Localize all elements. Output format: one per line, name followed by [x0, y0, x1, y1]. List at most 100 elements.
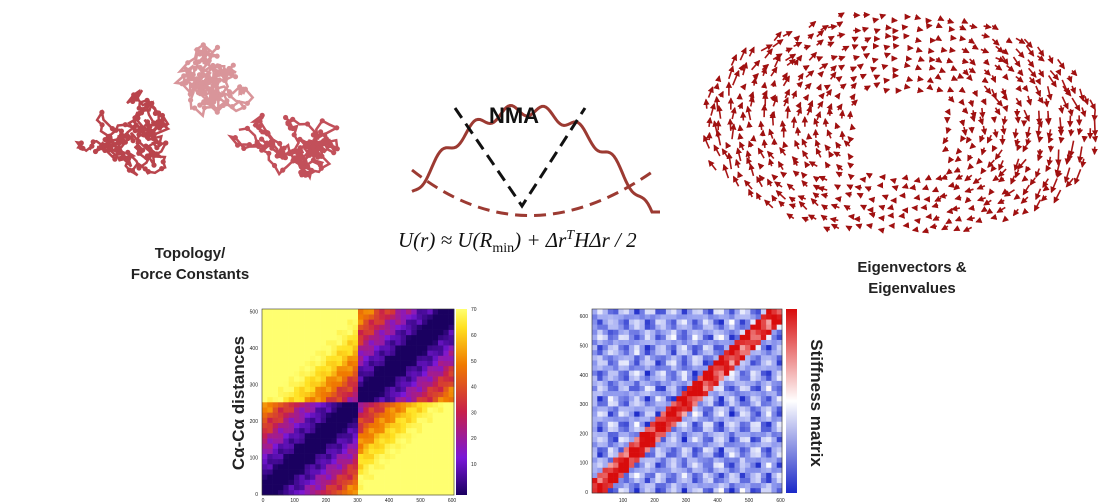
heat-cell [267, 454, 273, 459]
heat-cell [592, 478, 598, 483]
heat-cell [417, 387, 423, 392]
arrow [971, 100, 973, 106]
heat-cell [671, 416, 677, 421]
heat-cell [724, 437, 730, 442]
atom [307, 148, 312, 153]
heat-cell [363, 490, 369, 495]
atom [324, 136, 329, 141]
heat-cell [729, 437, 735, 442]
arrow [818, 102, 823, 109]
arrow [982, 35, 989, 37]
heat-cell [289, 361, 295, 366]
heat-cell [666, 340, 672, 345]
heat-cell [299, 490, 305, 495]
heat-cell [766, 355, 772, 360]
heat-cell [379, 438, 385, 443]
heat-cell [294, 418, 300, 423]
heat-cell [719, 416, 725, 421]
heat-cell [310, 485, 316, 490]
heat-cell [724, 478, 730, 483]
heat-cell [650, 473, 656, 478]
heat-cell [289, 459, 295, 464]
heat-cell [735, 447, 741, 452]
heat-cell [687, 381, 693, 386]
heat-cell [671, 442, 677, 447]
arrow [992, 89, 996, 98]
arrow [1049, 129, 1051, 138]
heat-cell [735, 340, 741, 345]
heat-cell [267, 449, 273, 454]
heat-cell [395, 464, 401, 469]
heat-cell [358, 392, 364, 397]
heat-cell [305, 330, 311, 335]
heat-cell [390, 480, 396, 485]
arrow [804, 66, 809, 69]
heat-cell [401, 490, 407, 495]
arrow [982, 108, 983, 118]
heat-cell [406, 345, 412, 350]
arrow [740, 134, 741, 138]
heat-cell [603, 340, 609, 345]
heat-cell [666, 421, 672, 426]
heat-cell [740, 314, 746, 319]
heat-cell [650, 427, 656, 432]
heat-cell [655, 324, 661, 329]
arrow [970, 59, 975, 65]
heat-cell [299, 387, 305, 392]
arrow [984, 200, 991, 205]
heat-cell [687, 462, 693, 467]
heat-cell [624, 391, 630, 396]
heat-cell [299, 381, 305, 386]
heat-cell [724, 483, 730, 488]
heat-cell [761, 340, 767, 345]
heat-cell [777, 488, 783, 493]
heat-cell [283, 330, 289, 335]
atom [241, 105, 246, 110]
arrow [803, 151, 808, 159]
heat-cell [756, 319, 762, 324]
heat-cell [634, 314, 640, 319]
arrow [965, 175, 972, 180]
heat-cell [358, 387, 364, 392]
heat-cell [363, 443, 369, 448]
arrow [964, 127, 966, 135]
heat-cell [401, 469, 407, 474]
heat-cell [597, 442, 603, 447]
heat-cell [750, 314, 756, 319]
heat-cell [363, 335, 369, 340]
heat-cell [640, 375, 646, 380]
heat-cell [766, 381, 772, 386]
heat-cell [713, 340, 719, 345]
heat-cell [379, 381, 385, 386]
heat-cell [310, 407, 316, 412]
arrow [830, 36, 834, 39]
heat-cell [385, 469, 391, 474]
heat-cell [315, 392, 321, 397]
heat-cell [417, 474, 423, 479]
heat-cell [443, 314, 449, 319]
heat-cell [379, 397, 385, 402]
atom [283, 155, 288, 160]
arrow [719, 106, 721, 119]
heat-cell [708, 355, 714, 360]
heat-cell [390, 438, 396, 443]
heat-cell [724, 473, 730, 478]
heat-cell [305, 449, 311, 454]
heat-cell [262, 392, 268, 397]
atom [112, 157, 117, 162]
heat-cell [740, 365, 746, 370]
heat-cell [719, 401, 725, 406]
heat-cell [374, 480, 380, 485]
heat-cell [443, 485, 449, 490]
heat-cell [337, 325, 343, 330]
heat-cell [358, 345, 364, 350]
heat-cell [337, 418, 343, 423]
heat-cell [608, 462, 614, 467]
heat-cell [278, 459, 284, 464]
tick-label: 300 [580, 402, 589, 408]
heat-cell [666, 370, 672, 375]
heat-cell [624, 432, 630, 437]
heat-cell [411, 356, 417, 361]
heat-cell [422, 469, 428, 474]
heat-cell [342, 361, 348, 366]
